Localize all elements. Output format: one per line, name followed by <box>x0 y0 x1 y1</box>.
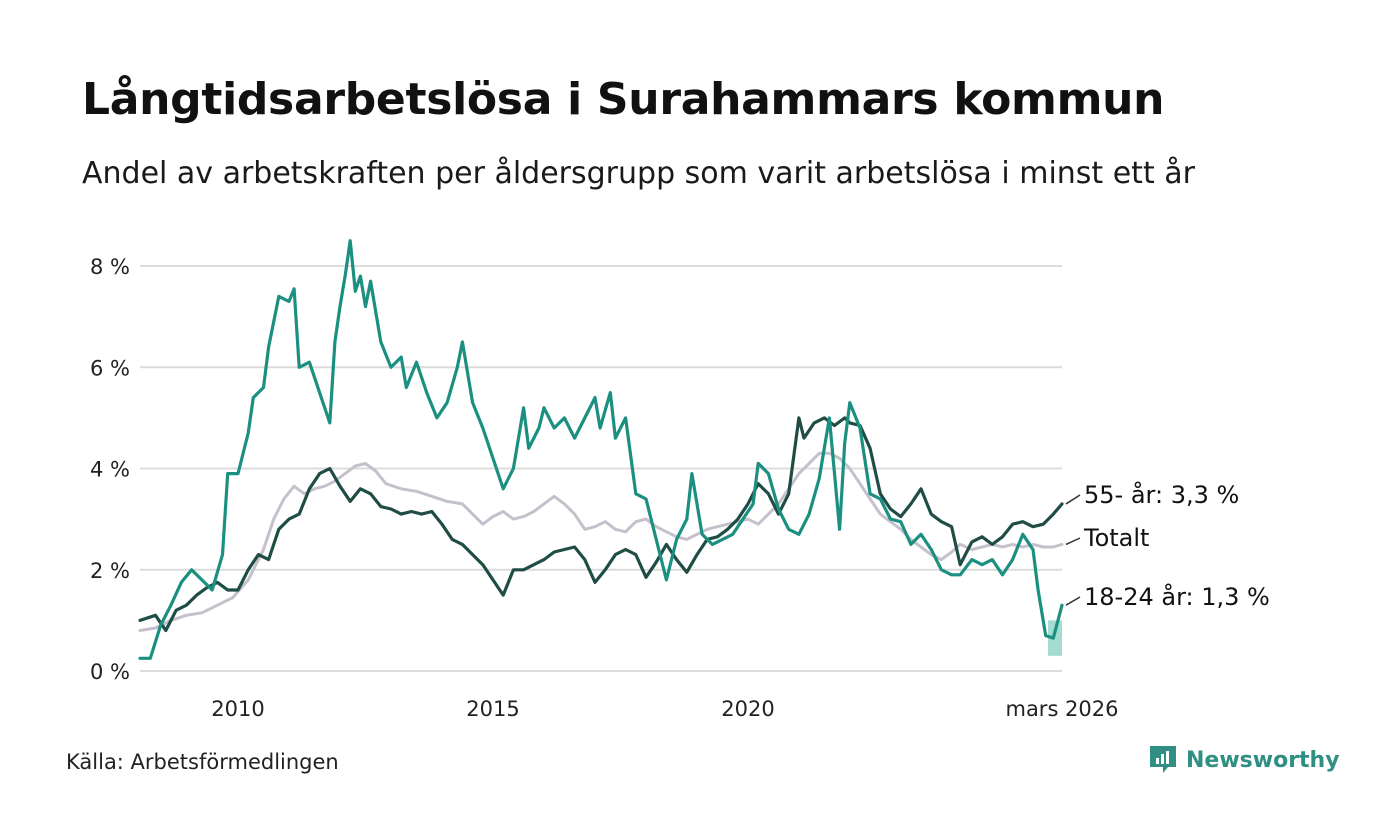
leader-line-1 <box>1065 494 1081 505</box>
x-tick-label-3: mars 2026 <box>1005 697 1118 721</box>
chart-subtitle: Andel av arbetskraften per åldersgrupp s… <box>82 156 1195 191</box>
newsworthy-logo-icon <box>1150 746 1176 773</box>
series-end-label-0: Totalt <box>1083 524 1149 552</box>
y-tick-label-4: 8 % <box>90 255 130 279</box>
y-tick-label-1: 2 % <box>90 559 130 583</box>
series-end-label-1: 55- år: 3,3 % <box>1084 480 1239 509</box>
series-line-totalt <box>138 451 1064 632</box>
series-line-55-r <box>138 416 1064 633</box>
leader-line-0 <box>1065 537 1081 546</box>
source-note: Källa: Arbetsförmedlingen <box>66 750 339 774</box>
series-line-18-24-r <box>138 239 1064 660</box>
y-tick-label-3: 6 % <box>90 356 130 380</box>
y-tick-label-0: 0 % <box>90 660 130 684</box>
x-tick-label-0: 2010 <box>211 697 264 721</box>
y-tick-label-2: 4 % <box>90 458 130 482</box>
series-end-label-2: 18-24 år: 1,3 % <box>1084 582 1270 611</box>
x-tick-label-2: 2020 <box>721 697 774 721</box>
x-tick-label-1: 2015 <box>466 697 519 721</box>
chart-title: Långtidsarbetslösa i Surahammars kommun <box>82 74 1165 125</box>
leader-line-2 <box>1065 596 1081 606</box>
brand-logo[interactable]: Newsworthy <box>1148 744 1340 776</box>
uncertainty-band-18-24 <box>1048 620 1062 656</box>
brand-name: Newsworthy <box>1186 747 1340 773</box>
